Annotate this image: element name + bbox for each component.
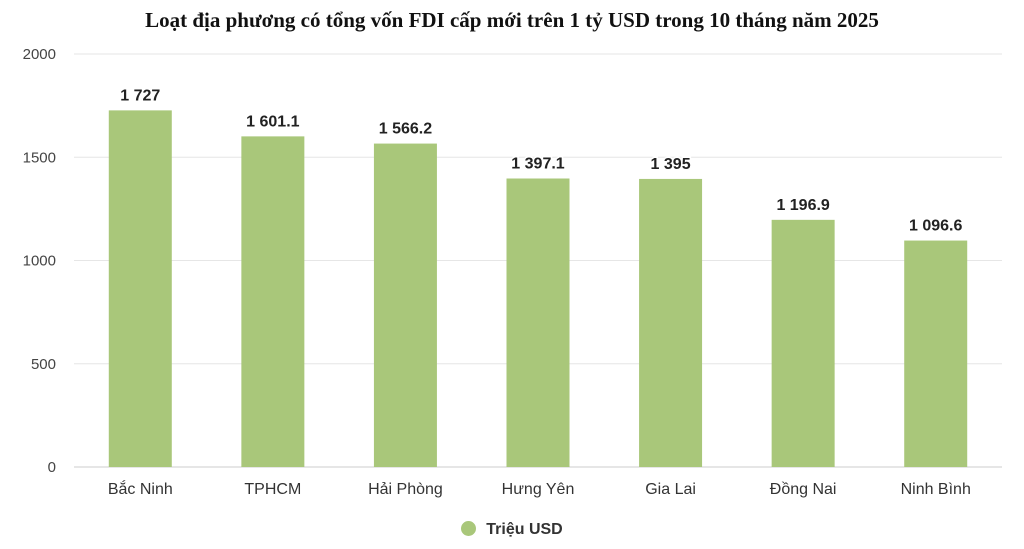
bar [373, 143, 437, 467]
data-label: 1 566.2 [379, 121, 432, 138]
x-tick-label: Bắc Ninh [108, 479, 173, 498]
x-tick-label: Ninh Bình [901, 481, 971, 498]
y-tick-label: 1000 [23, 253, 56, 270]
chart-title: Loạt địa phương có tổng vốn FDI cấp mới … [145, 8, 879, 32]
x-tick-label: Hưng Yên [502, 481, 575, 498]
x-tick-label: Đồng Nai [770, 481, 837, 498]
data-label: 1 601.1 [246, 113, 299, 130]
data-label: 1 096.6 [909, 218, 962, 235]
x-tick-label: TPHCM [244, 481, 301, 498]
legend-marker [461, 521, 477, 536]
y-tick-label: 1500 [23, 149, 56, 166]
bar [639, 178, 703, 467]
bar [771, 219, 835, 467]
bar [241, 136, 305, 467]
y-tick-label: 2000 [23, 46, 56, 63]
x-tick-label: Hải Phòng [368, 481, 443, 498]
data-label: 1 196.9 [776, 197, 829, 214]
bar [108, 110, 172, 467]
bar [506, 178, 570, 468]
x-tick-label: Gia Lai [645, 481, 696, 498]
bar [904, 240, 968, 467]
data-label: 1 727 [120, 87, 160, 104]
y-tick-label: 0 [48, 459, 56, 476]
legend[interactable]: Triệu USD [0, 521, 1024, 539]
data-label: 1 395 [651, 156, 691, 173]
legend-label: Triệu USD [486, 521, 563, 538]
data-label: 1 397.1 [511, 155, 564, 172]
y-tick-label: 500 [31, 356, 56, 373]
